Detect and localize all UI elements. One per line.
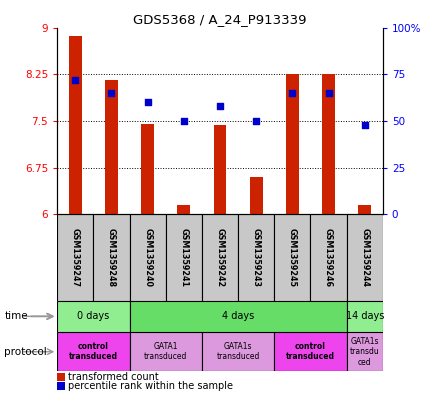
Bar (57, 214, 93, 301)
Text: 14 days: 14 days (345, 311, 384, 321)
Bar (177, 205, 190, 214)
Point (180, 118, 187, 124)
Point (253, 118, 260, 124)
Text: GSM1359240: GSM1359240 (143, 228, 152, 287)
Bar (311, 214, 347, 301)
Bar (322, 74, 335, 214)
Point (325, 90, 332, 96)
Bar (359, 205, 371, 214)
Text: protocol: protocol (4, 347, 47, 357)
Bar (129, 332, 202, 371)
Bar (166, 214, 202, 301)
Text: 0 days: 0 days (77, 311, 110, 321)
Text: time: time (4, 311, 28, 321)
Text: control
transduced: control transduced (69, 342, 118, 362)
Bar (93, 214, 129, 301)
Text: GSM1359241: GSM1359241 (180, 228, 188, 287)
Text: GSM1359245: GSM1359245 (288, 228, 297, 287)
Bar (129, 301, 347, 332)
Text: GSM1359248: GSM1359248 (107, 228, 116, 287)
Bar (347, 301, 383, 332)
Point (72, 77, 79, 83)
Text: GSM1359243: GSM1359243 (252, 228, 260, 287)
Text: transformed count: transformed count (68, 372, 159, 382)
Point (216, 103, 224, 109)
Text: GSM1359242: GSM1359242 (216, 228, 224, 287)
Point (108, 90, 115, 96)
Point (289, 90, 296, 96)
Title: GDS5368 / A_24_P913339: GDS5368 / A_24_P913339 (133, 13, 307, 26)
Text: GSM1359247: GSM1359247 (71, 228, 80, 287)
Text: 4 days: 4 days (222, 311, 254, 321)
Bar (69, 36, 82, 214)
Bar (129, 214, 166, 301)
Point (144, 99, 151, 105)
Bar (105, 81, 118, 214)
Bar (347, 332, 383, 371)
Bar (274, 332, 347, 371)
Bar (250, 177, 263, 214)
Text: GATA1s
transdu
ced: GATA1s transdu ced (350, 337, 380, 367)
Bar (286, 74, 299, 214)
Bar (274, 214, 311, 301)
Text: percentile rank within the sample: percentile rank within the sample (68, 381, 233, 391)
Bar (202, 332, 274, 371)
Bar (57, 301, 129, 332)
Text: control
transduced: control transduced (286, 342, 335, 362)
Text: GSM1359246: GSM1359246 (324, 228, 333, 287)
Bar (214, 125, 226, 214)
Bar (202, 214, 238, 301)
Bar (57, 332, 129, 371)
Bar (347, 214, 383, 301)
Text: GATA1
transduced: GATA1 transduced (144, 342, 187, 362)
Point (361, 121, 368, 128)
Bar (141, 124, 154, 214)
Bar (238, 214, 274, 301)
Text: GATA1s
transduced: GATA1s transduced (216, 342, 260, 362)
Text: GSM1359244: GSM1359244 (360, 228, 369, 287)
